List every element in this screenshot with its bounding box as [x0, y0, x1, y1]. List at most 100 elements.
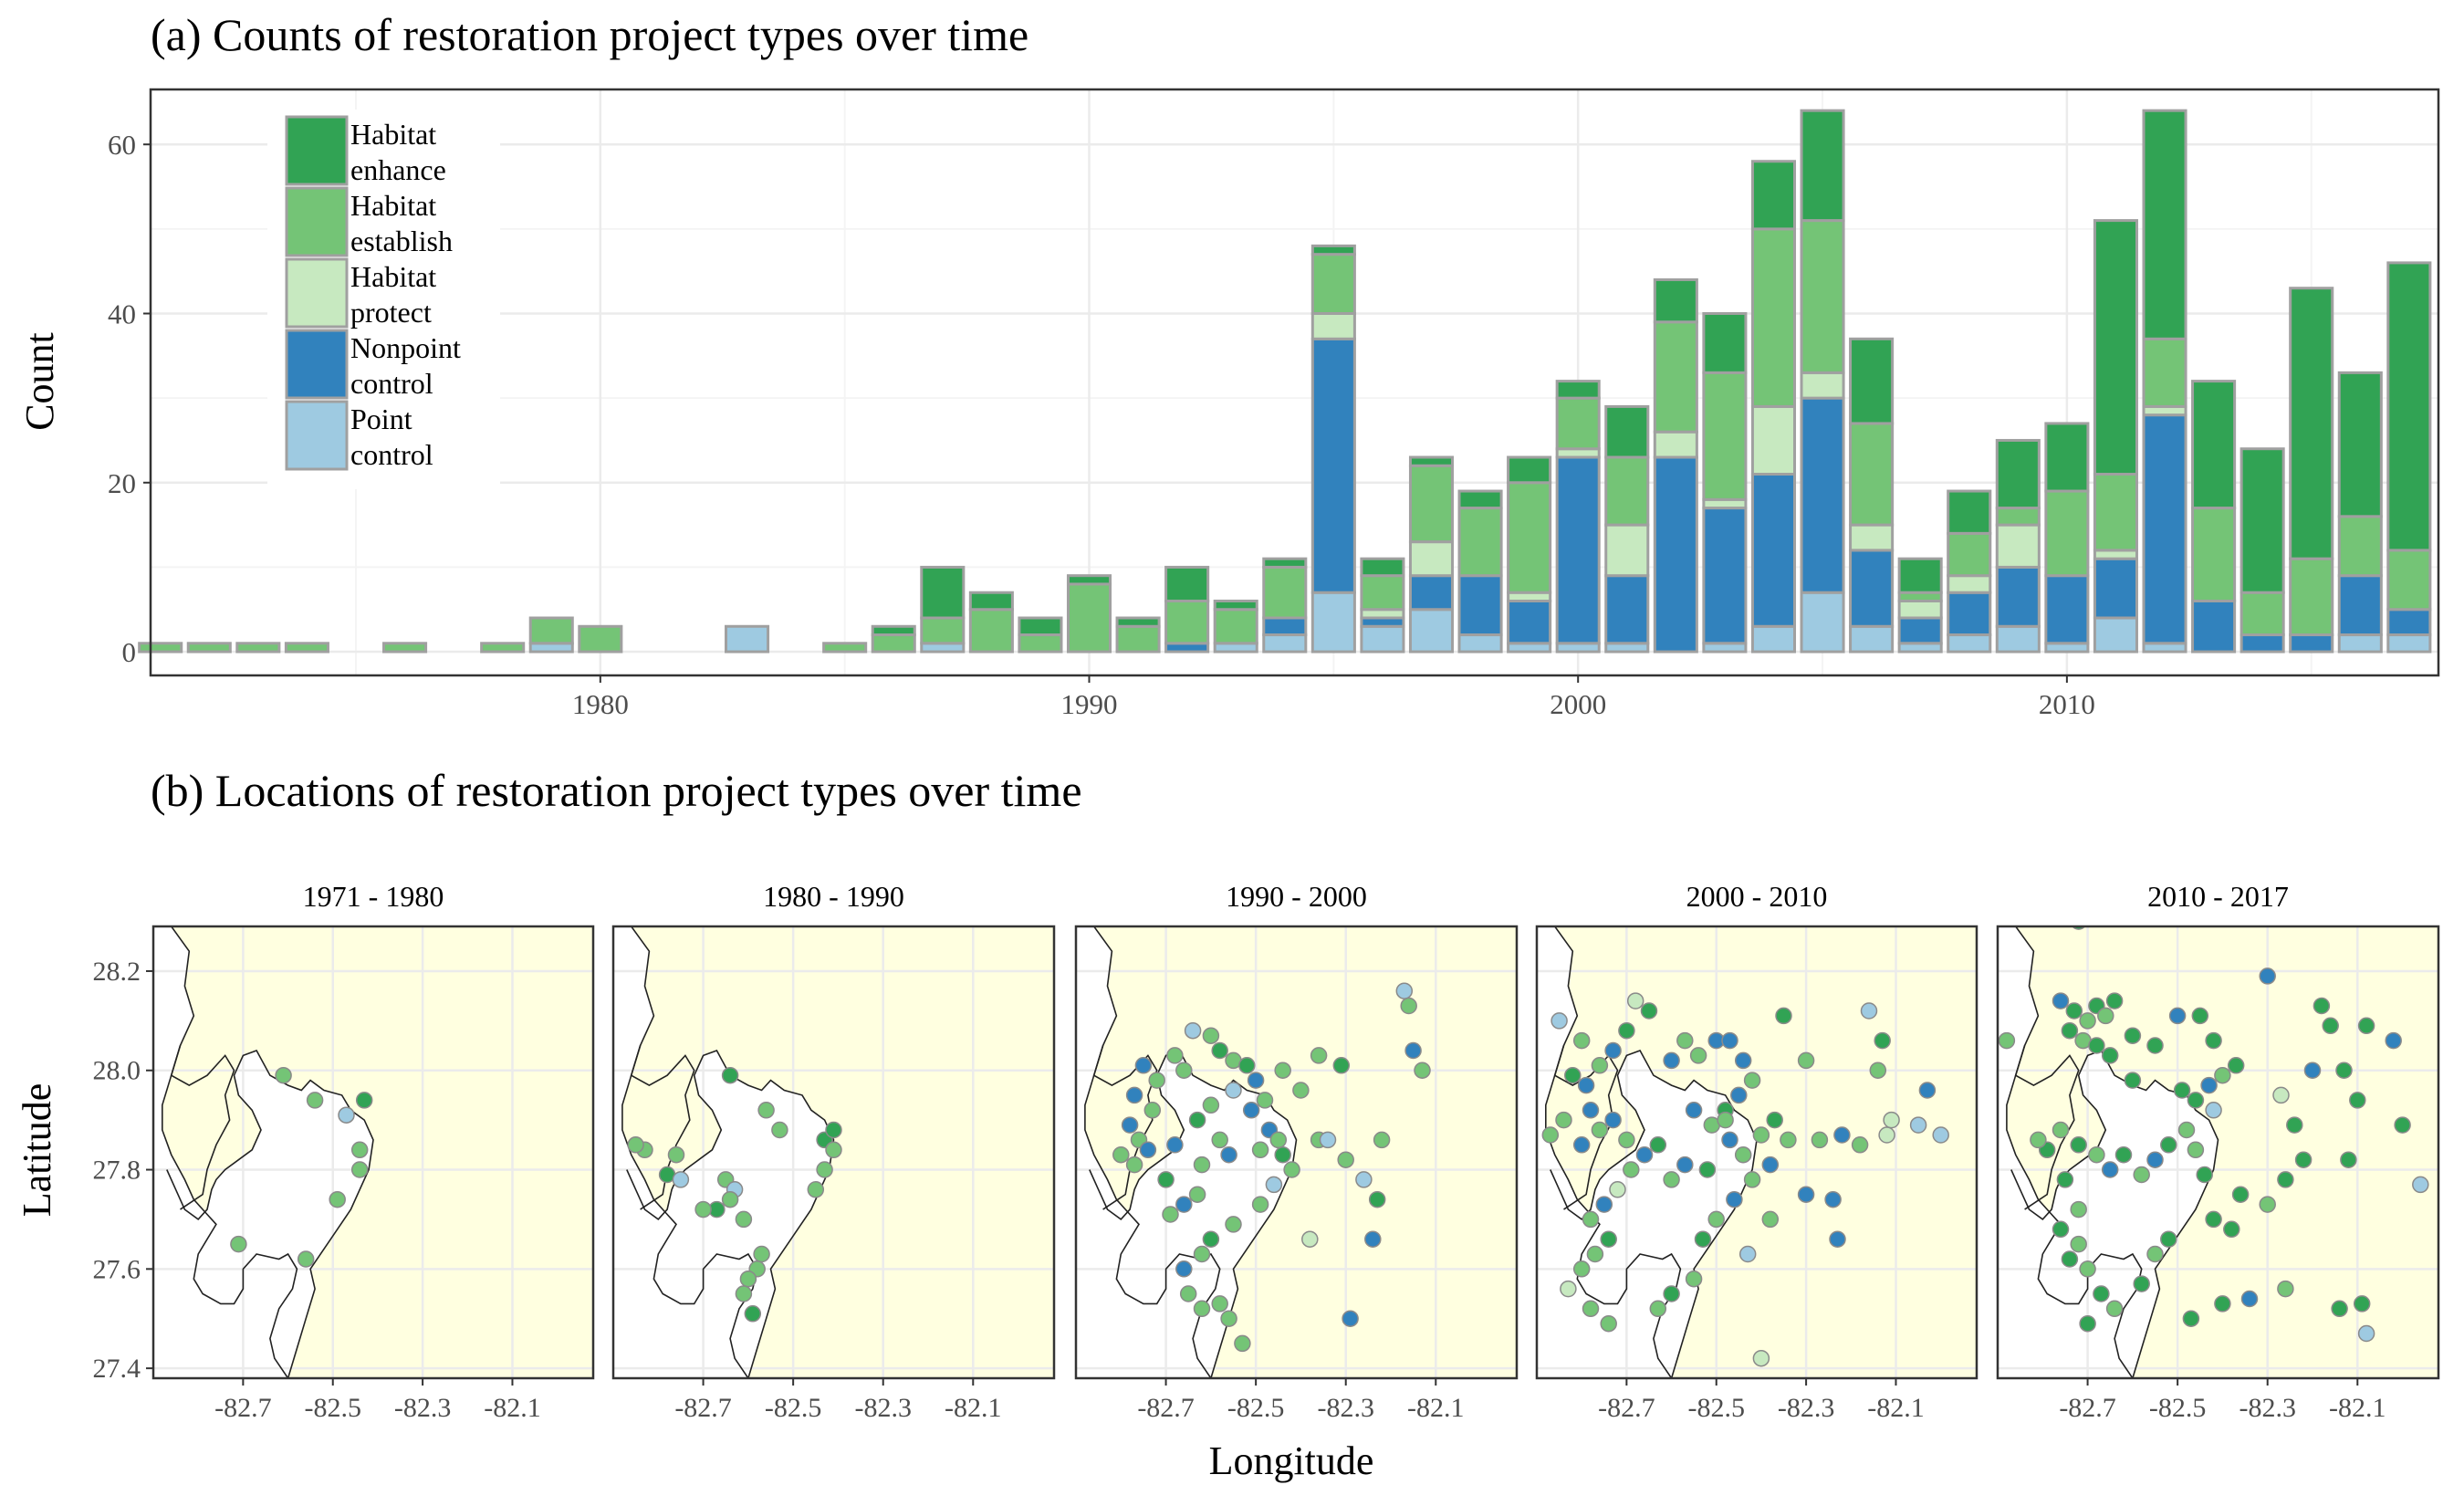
bar-segment — [920, 565, 966, 620]
location-point — [1310, 1047, 1328, 1064]
bar-segment — [1947, 633, 1992, 654]
bar-segment — [1702, 311, 1748, 374]
land-polygon — [1537, 926, 1977, 1378]
location-point — [1874, 1031, 1891, 1050]
bar-segment — [2386, 261, 2432, 552]
location-point — [2061, 1250, 2079, 1268]
location-point — [1572, 1260, 1591, 1278]
location-point — [1582, 1102, 1600, 1119]
location-point — [230, 1235, 247, 1253]
location-point — [2187, 1141, 2205, 1159]
facet-label: 1980 - 1990 — [763, 880, 904, 913]
location-point — [1685, 1102, 1703, 1119]
bar-segment — [968, 591, 1014, 612]
gulf-water — [1537, 926, 1681, 1378]
location-point — [2124, 1072, 2142, 1089]
map-x-tick-label: -82.1 — [945, 1393, 1002, 1423]
location-point — [735, 1285, 753, 1302]
location-point — [825, 1141, 842, 1159]
location-point — [1797, 1051, 1815, 1070]
location-point — [2079, 1012, 2096, 1030]
location-point — [2322, 1017, 2339, 1035]
bar-segment — [1310, 337, 1356, 594]
location-point — [1292, 1082, 1310, 1099]
location-point — [2394, 1116, 2411, 1134]
map-panels: 1971 - 1980 -82.7 -82.5 -82.3 -82.1 27.4 27.6 2… — [93, 880, 2440, 1423]
location-point — [1676, 1031, 1694, 1050]
location-point — [1811, 1131, 1829, 1149]
chart-a-title: (a) Counts of restoration project types … — [151, 9, 1028, 60]
location-point — [2133, 1166, 2150, 1184]
location-point — [1829, 1230, 1846, 1248]
bar-segment — [1604, 574, 1650, 645]
bar-segment — [1507, 481, 1552, 594]
bar-panel-border — [149, 88, 2440, 677]
legend-label: protect — [350, 296, 432, 329]
location-point — [1780, 1131, 1797, 1149]
bar-segment — [1555, 396, 1601, 451]
location-point — [1188, 1186, 1206, 1203]
location-point — [1721, 1131, 1738, 1149]
bar-segment — [1262, 616, 1308, 637]
bar-segment — [1653, 320, 1698, 434]
map-y-tick-label: 27.8 — [93, 1156, 141, 1186]
map-x-tick-label: -82.1 — [1407, 1393, 1465, 1423]
bar-segment — [2044, 574, 2090, 645]
location-point — [1211, 1041, 1228, 1060]
map-x-tick-label: -82.7 — [2059, 1393, 2116, 1423]
location-point — [744, 1305, 762, 1323]
location-point — [1211, 1131, 1228, 1149]
map-y-tick-label: 28.2 — [93, 957, 141, 987]
location-point — [1364, 1230, 1382, 1248]
bar-segment — [1310, 253, 1356, 315]
location-point — [1274, 1145, 1291, 1164]
peninsula-shoreline — [1553, 1045, 1619, 1210]
bar-segment — [1507, 599, 1552, 645]
location-point — [2196, 1166, 2213, 1184]
location-point — [2412, 1176, 2429, 1194]
location-point — [1918, 1082, 1937, 1099]
y-tick-label: 40 — [108, 298, 136, 329]
location-point — [1734, 1051, 1752, 1070]
bar-segment — [2337, 633, 2383, 654]
location-point — [1162, 1206, 1179, 1223]
location-point — [694, 1200, 712, 1218]
location-point — [1247, 1072, 1265, 1089]
map-x-tick-label: -82.5 — [2149, 1393, 2207, 1423]
map-y-tick-label: 28.0 — [93, 1056, 141, 1086]
location-point — [1404, 1041, 1422, 1060]
location-point — [2335, 1062, 2353, 1079]
bar-segment — [968, 608, 1014, 654]
location-point — [1663, 1171, 1680, 1188]
map-x-tick-label: -82.3 — [854, 1393, 912, 1423]
bar-segment — [2289, 557, 2334, 637]
bar-segment — [1702, 371, 1748, 501]
gulf-water — [613, 926, 757, 1378]
location-point — [2146, 1037, 2164, 1054]
location-point — [1775, 1007, 1792, 1025]
chart-b-ylabel: Latitude — [15, 1083, 59, 1218]
location-point — [2205, 1210, 2222, 1229]
location-point — [275, 1066, 292, 1084]
bar-segment — [1995, 523, 2041, 569]
map-x-tick-label: -82.3 — [1317, 1393, 1374, 1423]
location-point — [1251, 1141, 1269, 1159]
bar-segment — [2240, 447, 2285, 594]
location-point — [1797, 1186, 1815, 1203]
bar-segment — [1604, 455, 1650, 527]
location-point — [2056, 1171, 2074, 1188]
location-point — [1256, 1092, 1274, 1109]
bar-segment — [1653, 277, 1698, 324]
legend-label: control — [350, 438, 433, 471]
bar-segment — [1750, 624, 1797, 654]
location-point — [2227, 1057, 2245, 1074]
map-x-tick-label: -82.3 — [394, 1393, 452, 1423]
land-polygon — [153, 926, 593, 1378]
location-point — [1179, 1285, 1197, 1302]
bar-segment — [186, 642, 232, 654]
location-point — [757, 1102, 775, 1119]
map-panel: 1980 - 1990 -82.7 -82.5 -82.3 -82.1 — [611, 880, 1056, 1423]
bar-segment — [1262, 633, 1308, 654]
bar-segment — [1800, 109, 1845, 223]
location-point — [1319, 1131, 1337, 1149]
